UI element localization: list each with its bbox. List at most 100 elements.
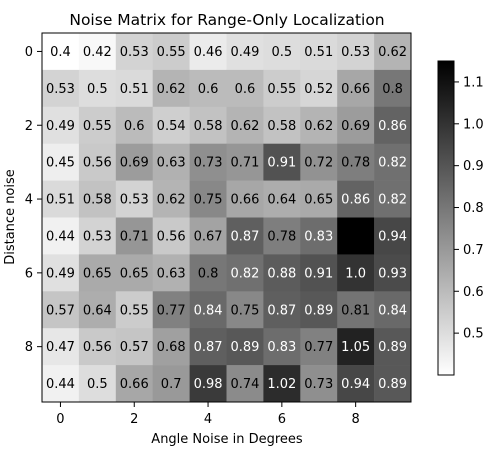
cell-value-label: 0.53 — [120, 193, 149, 208]
heatmap-cell — [78, 69, 117, 108]
heatmap-cell — [337, 254, 375, 292]
heatmap-cell — [263, 69, 301, 108]
cell-value-label: 0.65 — [304, 193, 333, 208]
colorbar-tick-label: 0.6 — [463, 285, 484, 300]
heatmap-cell — [300, 106, 338, 144]
cell-value-label: 0.78 — [267, 229, 296, 244]
heatmap-cell — [78, 106, 117, 144]
cell-value-label: 0.71 — [120, 229, 149, 244]
cell-value-label: 0.83 — [267, 340, 296, 355]
heatmap-cell — [337, 143, 375, 181]
heatmap-cell — [374, 69, 412, 108]
cell-value-label: 0.69 — [341, 119, 370, 134]
cell-value-label: 0.57 — [46, 303, 75, 318]
cell-value-label: 0.53 — [83, 229, 112, 244]
cell-value-label: 0.87 — [230, 229, 259, 244]
cell-value-label: 0.49 — [46, 119, 75, 134]
x-tick-label: 8 — [352, 412, 360, 427]
heatmap-cell — [78, 180, 117, 218]
cell-value-label: 0.5 — [87, 377, 108, 392]
colorbar-tick-label: 0.7 — [463, 243, 484, 258]
cell-value-label: 0.83 — [304, 229, 333, 244]
heatmap-cell — [337, 328, 375, 366]
heatmap-cell — [42, 328, 80, 366]
cell-value-label: 0.62 — [304, 119, 333, 134]
heatmap-cell — [374, 33, 412, 71]
cell-value-label: 0.73 — [194, 156, 223, 171]
cell-value-label: 1.0 — [345, 266, 366, 281]
heatmap-cell — [115, 217, 153, 255]
heatmap-cell — [300, 180, 338, 218]
heatmap-cell — [300, 254, 338, 292]
cell-value-label: 0.64 — [83, 303, 112, 318]
cell-value-label: 0.64 — [267, 193, 296, 208]
y-tick-label: 6 — [25, 266, 33, 281]
cell-value-label: 0.5 — [272, 45, 293, 60]
cell-value-label: 0.44 — [46, 377, 75, 392]
heatmap-cell — [152, 291, 190, 329]
heatmap-cell — [189, 106, 227, 144]
cell-value-label: 0.68 — [157, 340, 186, 355]
heatmap-cell — [78, 33, 117, 71]
cell-value-label: 0.88 — [267, 266, 296, 281]
x-tick-label: 2 — [130, 412, 138, 427]
heatmap-cell — [42, 180, 80, 218]
heatmap-cell — [300, 365, 338, 403]
colorbar-tick-label: 0.8 — [463, 201, 484, 216]
cell-value-label: 0.58 — [83, 193, 112, 208]
heatmap-cell — [374, 254, 412, 292]
cell-value-label: 0.51 — [120, 82, 149, 97]
heatmap-cell — [337, 291, 375, 329]
cell-value-label: 0.89 — [378, 377, 407, 392]
heatmap-cell — [374, 143, 412, 181]
colorbar-tick-label: 0.9 — [463, 159, 484, 174]
heatmap-cell — [152, 365, 190, 403]
colorbar-tick-label: 1.1 — [463, 75, 484, 90]
heatmap-cell — [78, 291, 117, 329]
heatmap-cell-labels: 0.4 0.42 0.53 0.55 0.46 0.49 0.5 0.51 0.53 0.62 0.… — [46, 45, 407, 392]
cell-value-label: 0.56 — [83, 340, 112, 355]
cell-value-label: 0.8 — [198, 266, 219, 281]
cell-value-label: 0.72 — [304, 156, 333, 171]
heatmap-cell — [115, 33, 153, 71]
heatmap-cell — [78, 328, 117, 366]
cell-value-label: 0.45 — [46, 156, 75, 171]
heatmap-cell — [152, 143, 190, 181]
cell-value-label: 0.54 — [157, 119, 186, 134]
cell-value-label: 0.6 — [235, 82, 256, 97]
cell-value-label: 0.91 — [267, 156, 296, 171]
heatmap-cell — [300, 69, 338, 108]
heatmap-cell — [115, 365, 153, 403]
cell-value-label: 0.66 — [341, 82, 370, 97]
cell-value-label: 0.53 — [341, 45, 370, 60]
cell-value-label: 1.05 — [341, 340, 370, 355]
cell-value-label: 0.56 — [83, 156, 112, 171]
heatmap-cell — [300, 143, 338, 181]
heatmap-cell — [226, 69, 264, 108]
cell-value-label: 0.55 — [267, 82, 296, 97]
cell-value-label: 0.86 — [341, 193, 370, 208]
cell-value-label: 0.66 — [120, 377, 149, 392]
colorbar — [437, 60, 455, 376]
cell-value-label: 0.4 — [50, 45, 71, 60]
heatmap-cell — [337, 69, 375, 108]
heatmap-cells — [42, 33, 412, 403]
heatmap-cell — [42, 365, 80, 403]
heatmap-cell — [78, 217, 117, 255]
cell-value-label: 0.52 — [304, 82, 333, 97]
heatmap-cell — [115, 143, 153, 181]
heatmap-cell — [189, 254, 227, 292]
heatmap-cell — [115, 180, 153, 218]
cell-value-label: 0.49 — [230, 45, 259, 60]
cell-value-label: 0.87 — [267, 303, 296, 318]
heatmap-cell — [263, 328, 301, 366]
heatmap-cell — [263, 291, 301, 329]
heatmap-cell — [42, 291, 80, 329]
cell-value-label: 0.62 — [378, 45, 407, 60]
heatmap-cell — [152, 106, 190, 144]
heatmap-cell — [300, 217, 338, 255]
cell-value-label: 0.55 — [120, 303, 149, 318]
cell-value-label: 0.65 — [83, 266, 112, 281]
